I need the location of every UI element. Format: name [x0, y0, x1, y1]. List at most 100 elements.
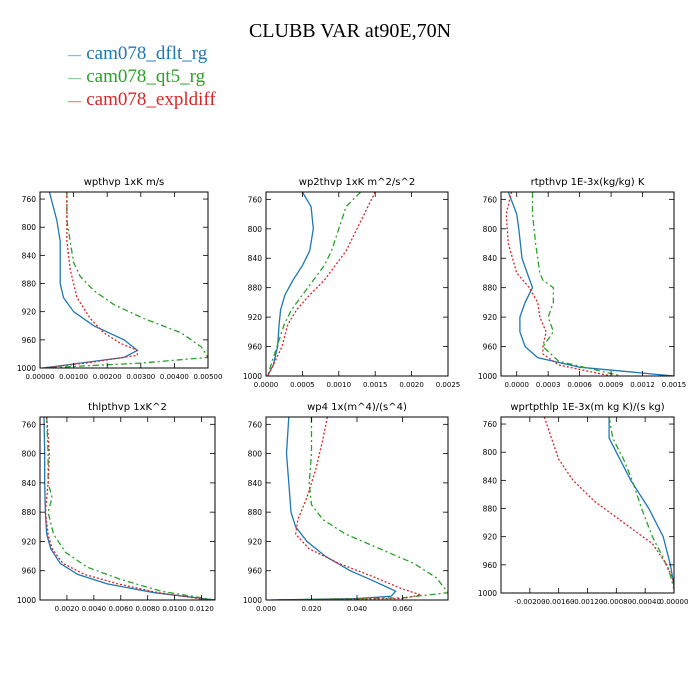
y-tick-label: 1000: [17, 596, 36, 605]
x-tick-label: 0.00000: [26, 373, 55, 381]
y-tick-label: 760: [248, 420, 263, 429]
x-tick-label: -0.00160: [543, 598, 574, 606]
x-tick-label: 0.0100: [162, 605, 187, 613]
panel-4: wp4 1x(m^4)/(s^4)76080084088092096010000…: [243, 402, 449, 613]
x-tick-label: 0.00500: [194, 373, 223, 381]
x-tick-label: 0.00300: [126, 373, 155, 381]
y-tick-label: 840: [248, 254, 263, 263]
x-tick-label: 0.000: [256, 605, 276, 613]
y-tick-label: 760: [248, 195, 263, 204]
y-tick-label: 880: [22, 280, 37, 289]
plot-frame: [500, 191, 675, 377]
y-tick-label: 960: [22, 567, 37, 576]
y-tick-label: 760: [22, 195, 37, 204]
legend-item-qt5: — cam078_qt5_rg: [68, 66, 205, 88]
x-tick-label: 0.020: [301, 605, 321, 613]
y-tick-label: 760: [483, 420, 498, 429]
x-tick-label: -0.00120: [572, 598, 603, 606]
y-tick-label: 800: [483, 225, 498, 234]
series-line-2: [266, 192, 376, 376]
y-tick-label: 960: [248, 343, 263, 352]
x-tick-label: 0.0012: [630, 381, 655, 389]
legend-line-1: —: [68, 70, 85, 85]
y-tick-label: 800: [483, 448, 498, 457]
y-tick-label: 840: [483, 476, 498, 485]
series-line-0: [507, 192, 674, 376]
panel-title: wp4 1x(m^4)/(s^4): [307, 402, 407, 413]
y-tick-label: 880: [483, 505, 498, 514]
panel-title: thlpthvp 1xK^2: [88, 402, 167, 413]
y-tick-label: 760: [22, 420, 37, 429]
x-tick-label: 0.060: [392, 605, 412, 613]
series-line-1: [277, 417, 448, 600]
series-line-0: [608, 417, 674, 587]
plot-frame: [39, 416, 216, 601]
y-tick-label: 800: [22, 450, 37, 459]
y-tick-label: 1000: [478, 372, 497, 381]
y-tick-label: 840: [22, 251, 37, 260]
y-tick-label: 960: [483, 561, 498, 570]
panel-title: wp2thvp 1xK m^2/s^2: [299, 177, 415, 188]
x-tick-label: -0.00040: [629, 598, 660, 606]
y-tick-label: 920: [22, 308, 37, 317]
y-tick-label: 920: [22, 537, 37, 546]
x-tick-label: 0.0015: [363, 381, 388, 389]
series-line-1: [266, 192, 362, 376]
figure-title: CLUBB VAR at90E,70N: [248, 20, 452, 42]
legend-item-dflt: — cam078_dflt_rg: [68, 43, 207, 65]
y-tick-label: 840: [22, 479, 37, 488]
y-tick-label: 800: [22, 223, 37, 232]
plot-frame: [265, 191, 449, 377]
x-tick-label: 0.0080: [135, 605, 160, 613]
x-tick-label: 0.00100: [59, 373, 88, 381]
legend-label-dflt: cam078_dflt_rg: [86, 43, 208, 64]
series-line-2: [44, 417, 209, 600]
y-tick-label: 800: [248, 225, 263, 234]
x-tick-label: 0.0010: [327, 381, 352, 389]
panel-5: wprtpthlp 1E-3x(m kg K)/(s kg) 760 800 840 8…: [478, 402, 689, 606]
y-tick-label: 1000: [243, 596, 262, 605]
x-tick-label: 0.0009: [599, 381, 624, 389]
x-tick-label: 0.0000: [504, 381, 529, 389]
x-tick-label: 0.0060: [109, 605, 134, 613]
y-tick-label: 920: [483, 533, 498, 542]
y-tick-label: 880: [22, 508, 37, 517]
x-tick-label: 0.0003: [536, 381, 561, 389]
y-tick-label: 840: [483, 254, 498, 263]
panel-3: thlpthvp 1xK^2 760 800 840 880 920 960 1000 0.00…: [17, 402, 216, 613]
y-tick-label: 1000: [17, 364, 36, 373]
x-tick-label: -0.00080: [601, 598, 632, 606]
plot-frame: [265, 416, 449, 601]
x-tick-label: 0.00000: [660, 598, 689, 606]
y-tick-label: 760: [483, 195, 498, 204]
legend-line-0: —: [68, 47, 85, 62]
x-tick-label: 0.00200: [93, 373, 122, 381]
x-tick-label: 0.0025: [436, 381, 461, 389]
legend-label-expldiff: cam078_expldiff: [86, 89, 216, 110]
x-tick-label: 0.0006: [567, 381, 592, 389]
y-tick-label: 960: [483, 343, 498, 352]
legend-item-expldiff: — cam078_expldiff: [68, 89, 216, 111]
legend-label-qt5: cam078_qt5_rg: [86, 66, 206, 87]
y-tick-label: 880: [248, 284, 263, 293]
x-tick-label: 0.0005: [290, 381, 315, 389]
series-line-0: [270, 417, 397, 600]
series-line-1: [43, 192, 208, 368]
panel-title: wpthvp 1xK m/s: [84, 177, 165, 188]
y-tick-label: 1000: [243, 372, 262, 381]
series-line-1: [531, 192, 622, 376]
x-tick-label: 0.0000: [254, 381, 279, 389]
legend-line-2: —: [68, 93, 85, 108]
plot-frame: [39, 191, 209, 369]
x-tick-label: 0.0015: [662, 381, 687, 389]
x-tick-label: -0.00200: [514, 598, 545, 606]
series-line-0: [43, 417, 215, 600]
x-tick-label: 0.00400: [160, 373, 189, 381]
panel-2: rtpthvp 1E-3x(kg/kg) K 760 800 840 880 920 960…: [478, 177, 686, 389]
panel-title: wprtpthlp 1E-3x(m kg K)/(s kg): [510, 402, 664, 413]
x-tick-label: 0.0040: [82, 605, 107, 613]
y-tick-label: 1000: [478, 589, 497, 598]
y-tick-label: 920: [248, 313, 263, 322]
series-line-1: [608, 417, 674, 590]
